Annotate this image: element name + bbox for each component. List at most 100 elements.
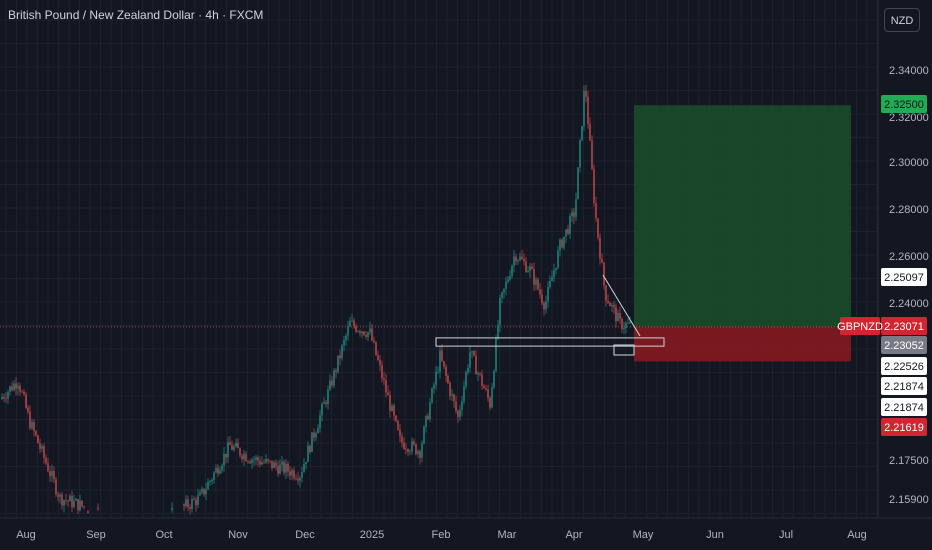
candle-body (405, 448, 407, 450)
candle-body (419, 451, 421, 458)
time-tick-label: Apr (565, 529, 582, 541)
candle-body (575, 199, 577, 217)
candle-body (517, 260, 519, 262)
candle-body (345, 335, 347, 340)
candle-body (41, 446, 43, 449)
candle-body (593, 168, 595, 204)
candle-body (187, 499, 189, 508)
candle-body (417, 451, 419, 455)
candle-body (287, 463, 289, 472)
candle-body (483, 385, 485, 389)
candle-body (51, 471, 53, 476)
currency-button[interactable]: NZD (884, 8, 920, 32)
price-label-text: 2.22526 (884, 361, 924, 373)
candle-body (53, 471, 55, 480)
price-label-box (881, 377, 927, 395)
chart-drawings (435, 274, 665, 356)
candle-body (369, 328, 371, 333)
candle-body (261, 462, 263, 465)
price-tick-label: 2.24000 (889, 298, 929, 310)
price-label-box (881, 317, 927, 335)
candle-body (319, 415, 321, 428)
candle-body (605, 285, 607, 301)
candle-body (351, 320, 353, 322)
candle-body (249, 461, 251, 464)
candle-body (311, 432, 313, 453)
candle-body (289, 471, 291, 476)
candle-body (399, 429, 401, 437)
candle-body (277, 466, 279, 474)
candle-body (27, 407, 29, 412)
candle-body (439, 350, 441, 372)
candle-body (237, 443, 239, 449)
time-tick-label: Nov (228, 529, 248, 541)
candle-body (555, 267, 557, 271)
candle-body (79, 500, 81, 511)
candle-body (433, 384, 435, 389)
candle-body (609, 302, 611, 307)
candle-body (385, 380, 387, 393)
candle-body (503, 288, 505, 293)
candle-body (623, 327, 625, 330)
candle-body (23, 391, 25, 395)
candle-body (67, 500, 69, 502)
candle-body (333, 370, 335, 386)
candle-body (389, 395, 391, 411)
time-tick-label: Jun (706, 529, 724, 541)
candle-body (395, 415, 397, 421)
candle-body (525, 261, 527, 273)
candle-body (453, 394, 455, 402)
time-tick-label: Sep (86, 529, 106, 541)
candle-body (199, 492, 201, 496)
candle-body (467, 367, 469, 373)
time-axis-background (0, 518, 932, 550)
candle-body (279, 464, 281, 474)
candle-body (599, 237, 601, 260)
time-tick-label: May (633, 529, 654, 541)
candle-body (447, 375, 449, 383)
candle-body (365, 334, 367, 338)
candle-body (25, 394, 27, 408)
candle-body (371, 328, 373, 341)
candle-body (191, 498, 193, 509)
candle-body (183, 504, 185, 506)
candle-body (47, 463, 49, 472)
candle-body (455, 401, 457, 411)
candle-body (499, 298, 501, 326)
candle-body (271, 460, 273, 469)
candle-body (209, 480, 211, 483)
price-tick-label: 2.30000 (889, 157, 929, 169)
candle-body (545, 301, 547, 310)
candle-body (561, 239, 563, 248)
price-tick-label: 2.15900 (889, 494, 929, 506)
candle-body (251, 459, 253, 464)
candle-body (615, 307, 617, 322)
price-tick-label: 2.32000 (889, 112, 929, 124)
candle-body (513, 256, 515, 266)
candle-body (377, 355, 379, 361)
candle-body (465, 372, 467, 387)
candle-body (221, 465, 223, 471)
candle-body (393, 405, 395, 416)
candle-body (71, 495, 73, 508)
candle-body (491, 387, 493, 408)
candle-body (551, 277, 553, 282)
candle-body (59, 494, 61, 497)
candle-body (69, 495, 71, 502)
candle-body (629, 321, 631, 324)
candle-body (83, 506, 85, 507)
candle-body (557, 250, 559, 268)
candle-body (309, 445, 311, 453)
candle-body (469, 352, 471, 368)
candle-body (485, 388, 487, 390)
candle-body (49, 471, 51, 476)
candle-body (229, 442, 231, 446)
candle-body (387, 392, 389, 396)
candle-body (627, 323, 629, 324)
candle-body (539, 289, 541, 295)
candle-body (29, 411, 31, 429)
candle-body (21, 391, 23, 393)
candle-body (585, 90, 587, 97)
candle-body (303, 464, 305, 473)
